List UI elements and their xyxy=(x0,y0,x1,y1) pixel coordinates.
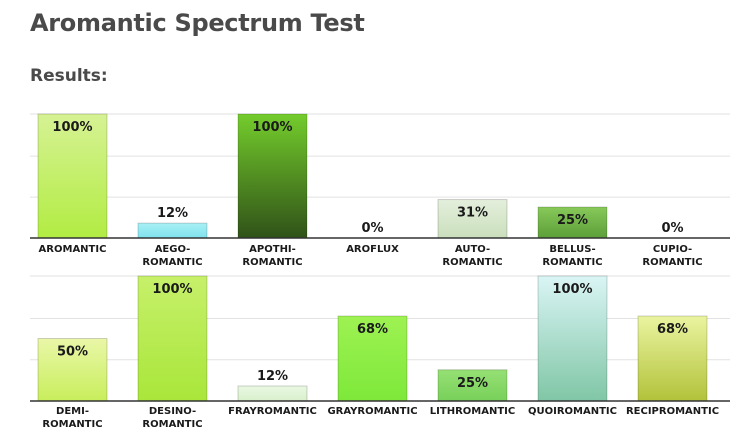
bar-2-3 xyxy=(237,385,308,402)
value-label-2-4: 68% xyxy=(357,322,388,337)
bar-2-5 xyxy=(437,369,508,402)
bar-2-1 xyxy=(37,338,108,402)
category-label-2-4: GRAYROMANTIC xyxy=(327,406,417,417)
value-label-1-4: 0% xyxy=(361,221,383,236)
category-label-1-4: AROFLUX xyxy=(346,244,399,255)
value-label-1-1: 100% xyxy=(52,120,92,135)
value-label-1-3: 100% xyxy=(252,120,292,135)
page-title: Aromantic Spectrum Test xyxy=(30,9,365,37)
bar-1-3 xyxy=(237,113,308,239)
value-label-1-2: 12% xyxy=(157,206,188,221)
category-label-1-3: APOTHI-ROMANTIC xyxy=(242,244,302,268)
value-label-2-6: 100% xyxy=(552,282,592,297)
category-label-1-5: AUTO-ROMANTIC xyxy=(442,244,502,268)
bar-1-2 xyxy=(137,222,208,239)
category-label-2-6: QUOIROMANTIC xyxy=(528,406,617,417)
value-label-2-3: 12% xyxy=(257,369,288,384)
category-label-2-1: DEMI-ROMANTIC xyxy=(42,406,102,430)
bar-1-5 xyxy=(437,199,508,239)
category-label-1-1: AROMANTIC xyxy=(39,244,107,255)
bar-2-2 xyxy=(137,275,208,402)
results-heading: Results: xyxy=(30,66,108,86)
category-label-1-6: BELLUS-ROMANTIC xyxy=(542,244,602,268)
value-label-1-5: 31% xyxy=(457,206,488,221)
category-label-1-7: CUPIO-ROMANTIC xyxy=(642,244,702,268)
bar-1-1 xyxy=(37,113,108,239)
chart-panel-1: 100% AROMANTIC 12% AEGO-ROMANTIC 100% APOTHI-… xyxy=(30,113,730,268)
chart-panel-2: 50% DEMI-ROMANTIC 100% DESINO-ROMANTIC 12% FR… xyxy=(30,275,730,430)
category-label-2-2: DESINO-ROMANTIC xyxy=(142,406,202,430)
value-label-2-5: 25% xyxy=(457,376,488,391)
value-label-2-7: 68% xyxy=(657,322,688,337)
value-label-2-1: 50% xyxy=(57,345,88,360)
value-label-2-2: 100% xyxy=(152,282,192,297)
category-label-2-7: RECIPROMANTIC xyxy=(626,406,719,417)
category-label-1-2: AEGO-ROMANTIC xyxy=(142,244,202,268)
bar-2-4 xyxy=(337,315,408,402)
value-label-1-6: 25% xyxy=(557,213,588,228)
category-label-2-5: LITHROMANTIC xyxy=(430,406,515,417)
bar-2-7 xyxy=(637,315,708,402)
category-label-2-3: FRAYROMANTIC xyxy=(228,406,317,417)
value-label-1-7: 0% xyxy=(661,221,683,236)
